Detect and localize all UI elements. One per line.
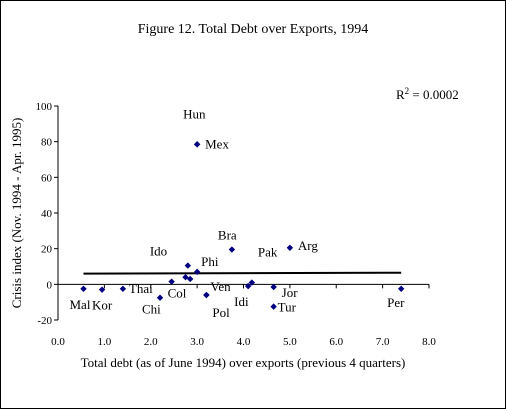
data-point-label: Pak [258,245,278,260]
data-point-marker [270,303,277,310]
data-point-marker [184,262,192,269]
r-squared-annotation: R2 = 0.0002 [396,86,459,102]
data-point-marker [182,274,189,281]
data-point-label: Ido [150,244,167,259]
data-point-label: Pol [212,305,230,320]
y-tick-label: 40 [41,208,53,220]
data-point-marker [193,141,201,148]
point-labels-group: Mal Kor Thai Chi Col Ido Phi Hun Mex Pol Bra Idi Pak… [70,106,406,320]
data-point-label: Hun [183,106,206,121]
points-group [80,141,405,310]
x-tick-label: 0.0 [51,336,65,348]
x-tick-label: 3.0 [190,336,204,348]
data-point-marker [80,285,87,292]
data-point-marker [244,282,252,290]
data-point-label: Ven [210,279,231,294]
y-tick-label: 20 [41,244,53,256]
r2-value: = 0.0002 [409,87,459,102]
x-axis-label: Total debt (as of June 1994) over export… [81,355,406,370]
x-tick-label: 4.0 [237,336,251,348]
y-tick-label: 0 [47,279,53,291]
y-tick-label: 80 [41,137,53,149]
axes: -20 0 20 40 60 80 100 0.0 1.0 2.0 3.0 4.0 5.0 6.0 7.0 8… [36,101,437,348]
data-point-label: Idi [234,294,249,309]
data-point-marker [228,246,236,253]
data-point-label: Thai [129,281,153,296]
x-tick-label: 2.0 [144,336,158,348]
data-point-marker [186,275,194,283]
x-tick-label: 7.0 [376,336,390,348]
data-point-label: Chi [142,302,161,317]
data-point-label: Jor [282,285,299,300]
data-point-marker [98,286,106,293]
data-point-label: Per [387,295,405,310]
trendline [83,271,402,275]
data-point-marker [248,279,256,286]
data-point-label: Bra [218,228,237,243]
r2-superscript: 2 [405,86,410,96]
x-tick-label: 5.0 [283,336,297,348]
data-point-label: Phi [201,254,219,269]
data-point-marker [168,278,175,285]
data-point-label: Mex [205,136,229,151]
chart-title: Figure 12. Total Debt over Exports, 1994 [138,22,369,37]
data-point-marker [193,268,201,276]
trendline-group [83,271,402,275]
data-point-label: Kor [92,298,113,313]
data-point-label: Arg [298,238,318,253]
data-point-marker [397,285,405,292]
x-tick-label: 6.0 [329,336,343,348]
data-point-marker [203,291,210,299]
data-point-marker [286,244,294,251]
y-tick-label: 100 [36,101,53,113]
data-point-label: Col [168,286,187,301]
y-tick-label: 60 [41,172,53,184]
data-point-marker [119,285,127,292]
data-point-marker [270,283,277,291]
r2-letter: R [396,87,405,102]
y-tick-label: -20 [37,315,52,327]
data-point-marker [156,294,164,301]
data-point-label: Mal [70,297,91,312]
y-axis-label: Crisis index (Nov. 1994 - Apr. 1995) [9,118,24,309]
data-point-label: Tur [278,300,297,315]
x-tick-label: 8.0 [422,336,436,348]
x-tick-label: 1.0 [98,336,112,348]
